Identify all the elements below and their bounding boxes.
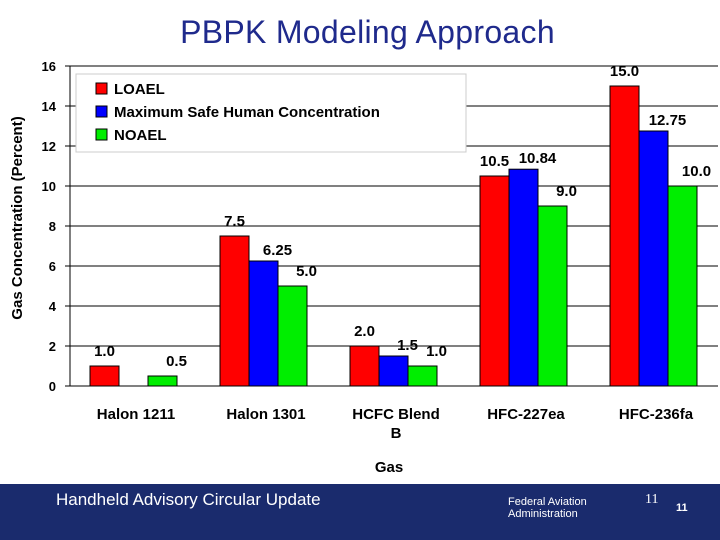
bar	[479, 175, 510, 387]
data-label: 0.5	[166, 353, 187, 370]
data-label: 15.0	[610, 63, 639, 80]
legend-label: Maximum Safe Human Concentration	[114, 104, 380, 121]
bar	[219, 235, 250, 387]
bar	[609, 85, 640, 387]
y-tick-label: 8	[49, 219, 56, 234]
bar	[248, 260, 279, 387]
data-label: 1.0	[426, 343, 447, 360]
y-tick-label: 0	[49, 379, 56, 394]
data-labels: 1.0 0.5 7.5 6.255.0 2.0 1.5 1.0 10.5 10.84 9.0 15.…	[94, 63, 711, 370]
data-label: 7.5	[224, 213, 245, 230]
x-tick-label: B	[391, 425, 402, 442]
bar	[277, 285, 308, 387]
axes: 0 2 4 6 8 10 12 14 16 Gas Concentration (Percent)…	[9, 59, 718, 476]
bar	[378, 355, 409, 387]
bars	[89, 85, 698, 387]
data-label: 1.0	[94, 343, 115, 360]
y-tick-label: 6	[49, 259, 56, 274]
data-label: 5.0	[296, 263, 317, 280]
data-label: 6.25	[263, 242, 292, 259]
y-tick-label: 14	[42, 99, 57, 114]
legend-swatch	[95, 82, 108, 95]
bar	[537, 205, 568, 387]
x-axis-label: Gas	[375, 459, 403, 476]
footer-agency-line1: Federal Aviation	[508, 496, 587, 508]
bar	[89, 365, 120, 387]
y-tick-label: 16	[42, 59, 56, 74]
footer-agency-line2: Administration	[508, 508, 578, 520]
footer-title: Handheld Advisory Circular Update	[56, 490, 321, 509]
page-number: 11	[645, 492, 659, 507]
page-number-secondary: 11	[676, 502, 688, 514]
legend-label: NOAEL	[114, 127, 167, 144]
bar	[667, 185, 698, 387]
y-tick-label: 2	[49, 339, 56, 354]
x-tick-label: HCFC Blend	[352, 406, 440, 423]
y-tick-label: 10	[42, 179, 56, 194]
x-tick-label: HFC-236fa	[619, 406, 694, 423]
footer-agency: Federal Aviation Administration	[508, 496, 618, 520]
x-tick-label: Halon 1211	[97, 406, 175, 423]
legend-swatch	[95, 105, 108, 118]
bar	[407, 365, 438, 387]
legend-box	[75, 73, 467, 153]
data-label: 10.0	[682, 163, 711, 180]
data-label: 10.84	[519, 150, 557, 167]
y-tick-label: 4	[49, 299, 57, 314]
legend-swatch	[95, 128, 108, 141]
bar	[508, 168, 539, 387]
legend: LOAEL Maximum Safe Human Concentration NOA…	[75, 73, 467, 153]
bar-chart: 0 2 4 6 8 10 12 14 16 Gas Concentration (Percent)…	[9, 59, 718, 476]
x-tick-label: Halon 1301	[226, 406, 305, 423]
footer-bar: Handheld Advisory Circular Update Federa…	[0, 484, 720, 540]
data-label: 12.75	[649, 112, 687, 129]
data-label: 9.0	[556, 183, 577, 200]
bar	[638, 130, 669, 387]
bar	[349, 345, 380, 387]
legend-label: LOAEL	[114, 81, 165, 98]
y-tick-label: 12	[42, 139, 56, 154]
bar	[147, 375, 178, 387]
y-axis-label: Gas Concentration (Percent)	[9, 116, 26, 319]
x-tick-label: HFC-227ea	[487, 406, 565, 423]
data-label: 10.5	[480, 153, 509, 170]
data-label: 2.0	[354, 323, 375, 340]
slide-title: PBPK Modeling Approach	[180, 14, 555, 50]
data-label: 1.5	[397, 337, 418, 354]
